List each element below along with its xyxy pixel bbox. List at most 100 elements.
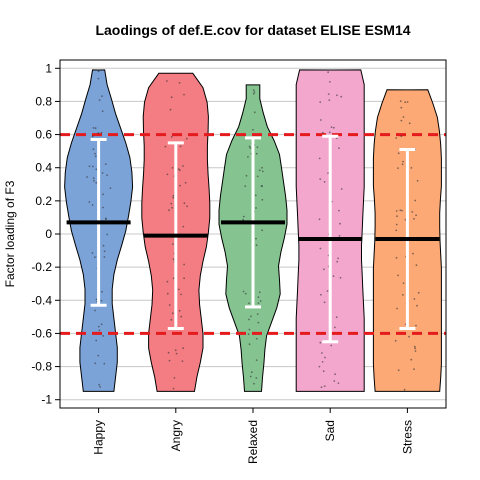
data-point	[105, 217, 107, 220]
data-point	[255, 359, 258, 361]
data-point	[340, 95, 343, 98]
data-point	[248, 145, 251, 148]
data-point	[170, 318, 173, 321]
data-point	[408, 122, 411, 125]
data-point	[249, 375, 252, 378]
data-point	[164, 145, 167, 148]
x-tick-label: Sad	[323, 420, 337, 441]
data-point	[182, 225, 185, 228]
data-point	[323, 385, 326, 387]
data-point	[95, 298, 98, 301]
chart-title: Laodings of def.E.cov for dataset ELISE …	[95, 22, 410, 38]
data-point	[172, 243, 174, 246]
data-point	[411, 211, 414, 213]
data-point	[248, 328, 251, 331]
data-point	[320, 386, 323, 389]
data-point	[94, 362, 97, 365]
reference-lines	[60, 133, 446, 335]
data-point	[101, 290, 103, 293]
data-point	[410, 167, 413, 169]
data-point	[253, 111, 256, 114]
data-point	[400, 135, 403, 138]
data-point	[329, 81, 331, 83]
data-point	[172, 196, 175, 199]
data-point	[416, 179, 419, 182]
data-point	[170, 136, 173, 138]
data-point	[319, 178, 322, 181]
data-point	[321, 361, 324, 363]
data-point	[168, 209, 170, 212]
x-tick-label: Angry	[169, 420, 183, 451]
data-point	[172, 194, 175, 197]
data-point	[404, 101, 407, 104]
data-point	[97, 325, 100, 328]
data-point	[255, 152, 258, 155]
data-point	[103, 256, 106, 258]
data-point	[406, 101, 409, 103]
data-point	[338, 209, 340, 212]
data-point	[402, 294, 404, 296]
data-point	[101, 172, 104, 174]
data-point	[248, 318, 250, 321]
data-point	[256, 313, 259, 315]
data-point	[242, 290, 245, 293]
data-point	[395, 229, 398, 232]
data-point	[171, 167, 174, 169]
data-point	[102, 335, 105, 337]
data-point	[414, 350, 417, 352]
data-point	[337, 382, 340, 384]
y-tick-label: 0.4	[35, 161, 52, 175]
x-axis: Happy Angry Relaxed Sad Stress	[92, 408, 414, 464]
data-point	[177, 288, 180, 291]
data-point	[94, 309, 96, 312]
data-point	[322, 370, 325, 373]
data-point	[177, 168, 180, 171]
data-point	[100, 299, 103, 302]
data-point	[319, 119, 322, 121]
data-point	[414, 199, 417, 202]
y-tick-label: 0	[45, 227, 52, 241]
data-point	[100, 131, 103, 134]
data-point	[255, 337, 258, 340]
y-tick-label: -0.8	[31, 360, 52, 374]
data-point	[321, 131, 324, 134]
data-point	[88, 165, 91, 168]
summary-markers	[66, 134, 440, 344]
data-point	[394, 339, 397, 342]
data-point	[186, 205, 189, 208]
x-tick-label: Stress	[400, 420, 414, 454]
data-point	[261, 185, 264, 187]
data-point	[327, 71, 329, 74]
data-point	[413, 218, 415, 220]
y-tick-label: 0.6	[35, 128, 52, 142]
data-point	[166, 292, 169, 295]
data-point	[250, 371, 253, 374]
data-point	[179, 145, 182, 148]
data-point	[257, 296, 260, 299]
data-point	[255, 377, 258, 379]
data-point	[321, 352, 323, 354]
data-point	[413, 298, 416, 300]
data-point	[94, 152, 96, 155]
data-point	[396, 307, 398, 310]
data-point	[254, 194, 257, 197]
data-point	[171, 312, 174, 315]
data-point	[323, 268, 325, 271]
data-point	[88, 201, 91, 203]
data-point	[248, 302, 250, 305]
data-point	[323, 301, 326, 304]
data-point	[183, 202, 186, 205]
data-point	[172, 277, 175, 280]
y-tick-label: -0.2	[31, 260, 52, 274]
y-tick-label: -1	[41, 393, 52, 407]
data-point	[95, 339, 98, 342]
data-point	[104, 163, 107, 166]
data-point	[412, 252, 414, 255]
data-point	[98, 383, 101, 386]
data-point	[256, 146, 259, 149]
data-point	[335, 316, 338, 319]
data-point	[94, 155, 97, 158]
data-point	[248, 343, 251, 346]
data-point	[102, 206, 104, 209]
data-point	[417, 291, 420, 294]
